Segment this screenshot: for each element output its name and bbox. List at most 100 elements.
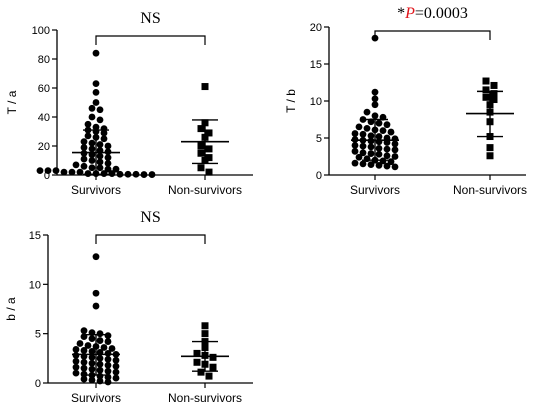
- data-point: [60, 168, 68, 176]
- data-point: [375, 138, 383, 146]
- data-point: [80, 155, 88, 163]
- data-point: [96, 116, 104, 124]
- data-point: [383, 162, 391, 170]
- data-point: [88, 365, 96, 373]
- data-point: [197, 125, 205, 133]
- data-point: [193, 358, 201, 366]
- data-point: [205, 372, 213, 380]
- data-point: [72, 357, 80, 365]
- data-point: [36, 167, 44, 175]
- data-point: [72, 161, 80, 169]
- data-point: [96, 152, 104, 160]
- y-tick-label: 20: [38, 141, 50, 153]
- data-point: [104, 142, 112, 150]
- data-point: [375, 133, 383, 140]
- y-tick-label: 5: [316, 133, 322, 145]
- data-point: [359, 160, 367, 168]
- data-point: [371, 88, 379, 96]
- data-point: [375, 161, 383, 169]
- y-tick-label: 20: [310, 22, 322, 34]
- data-point: [490, 96, 498, 104]
- p-value: =0.0003: [415, 5, 468, 22]
- data-point: [96, 141, 104, 148]
- data-point: [96, 158, 104, 166]
- data-point: [367, 132, 375, 140]
- data-point: [112, 356, 120, 364]
- data-point: [201, 83, 209, 91]
- data-point: [486, 152, 494, 160]
- data-point: [72, 363, 80, 371]
- y-axis-title: b / a: [4, 297, 18, 321]
- data-point: [84, 170, 92, 177]
- data-point: [104, 378, 112, 386]
- data-point: [80, 364, 88, 372]
- data-point: [108, 170, 116, 177]
- data-point: [112, 374, 120, 382]
- data-point: [209, 363, 217, 371]
- x-tick-label: Non-survivors: [453, 183, 527, 197]
- data-point: [363, 108, 371, 116]
- data-point: [112, 368, 120, 376]
- data-point: [80, 358, 88, 366]
- data-point: [96, 377, 104, 385]
- y-tick-label: 10: [29, 279, 41, 291]
- y-tick-label: 100: [32, 25, 50, 37]
- data-point: [88, 359, 96, 367]
- data-point: [391, 146, 399, 154]
- data-point: [379, 127, 387, 134]
- significance-label: NS: [140, 209, 160, 226]
- data-point: [490, 81, 498, 89]
- data-point: [88, 164, 96, 172]
- significance-bracket: [95, 35, 206, 45]
- p-symbol: P: [404, 5, 415, 22]
- data-point: [92, 80, 100, 88]
- data-point: [197, 142, 205, 150]
- data-point: [92, 49, 100, 57]
- data-point: [355, 153, 363, 161]
- y-tick-label: 0: [316, 170, 322, 182]
- data-point: [112, 165, 120, 173]
- data-point: [100, 344, 108, 351]
- data-point: [88, 348, 96, 355]
- data-point: [72, 369, 80, 377]
- data-point: [201, 330, 209, 338]
- data-point: [375, 119, 383, 127]
- significance-label: NS: [140, 10, 160, 27]
- data-point: [209, 353, 217, 361]
- data-point: [201, 322, 209, 330]
- data-point: [367, 150, 375, 157]
- y-tick-label: 60: [38, 83, 50, 95]
- x-tick-label: Non-survivors: [168, 391, 242, 405]
- data-point: [383, 121, 391, 129]
- data-point: [375, 150, 383, 158]
- x-tick-label: Survivors: [71, 183, 121, 197]
- data-point: [391, 153, 399, 160]
- data-point: [140, 171, 148, 178]
- data-point: [88, 376, 96, 384]
- y-tick-label: 80: [38, 54, 50, 66]
- data-point: [359, 142, 367, 150]
- data-point: [96, 164, 104, 172]
- data-point: [387, 158, 395, 166]
- y-tick-label: 40: [38, 112, 50, 124]
- y-tick-label: 15: [29, 230, 41, 242]
- data-point: [96, 106, 104, 114]
- x-tick-label: Survivors: [350, 183, 400, 197]
- data-point: [80, 327, 88, 335]
- data-point: [482, 93, 490, 101]
- data-point: [80, 138, 88, 146]
- data-point: [359, 149, 367, 157]
- data-point: [80, 370, 88, 378]
- data-point: [116, 170, 124, 178]
- y-tick-label: 10: [310, 96, 322, 108]
- data-point: [96, 354, 104, 362]
- data-point: [104, 165, 112, 173]
- data-point: [76, 168, 84, 176]
- data-point: [92, 253, 100, 261]
- data-point: [367, 143, 375, 151]
- data-point: [96, 366, 104, 374]
- data-point: [197, 149, 205, 157]
- y-tick-label: 0: [35, 378, 41, 390]
- data-point: [88, 353, 96, 361]
